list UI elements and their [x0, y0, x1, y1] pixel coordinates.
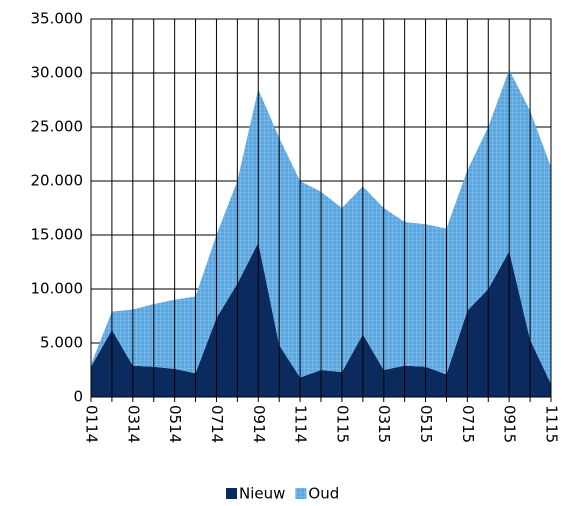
x-tick-label: 0715 [459, 405, 477, 443]
x-tick-label: 0514 [166, 405, 184, 443]
x-tick-label: 0115 [333, 405, 351, 443]
y-tick-label: 10.000 [31, 280, 84, 298]
area [91, 242, 551, 397]
legend-swatch [226, 488, 237, 499]
y-tick-label: 35.000 [31, 10, 84, 28]
plot-frame [90, 18, 552, 398]
y-tick-label: 5.000 [40, 334, 83, 352]
legend-swatch [295, 488, 307, 499]
y-tick-label: 25.000 [31, 118, 84, 136]
legend-label: Nieuw [239, 485, 285, 503]
legend-label: Oud [308, 485, 339, 503]
y-tick-label: 0 [73, 388, 83, 406]
x-tick-label: 0914 [250, 405, 268, 443]
x-tick-label: 0315 [375, 405, 393, 443]
x-tick-label: 1115 [543, 405, 561, 443]
x-tick-label: 0714 [208, 405, 226, 443]
y-tick-label: 20.000 [31, 172, 84, 190]
x-tick-label: 0114 [83, 405, 101, 443]
x-tick-label: 0314 [124, 405, 142, 443]
x-tick-label: 1114 [292, 405, 310, 443]
y-tick-label: 15.000 [31, 226, 84, 244]
x-tick-label: 0915 [501, 405, 519, 443]
y-tick-label: 30.000 [31, 64, 84, 82]
x-tick-label: 0515 [417, 405, 435, 443]
